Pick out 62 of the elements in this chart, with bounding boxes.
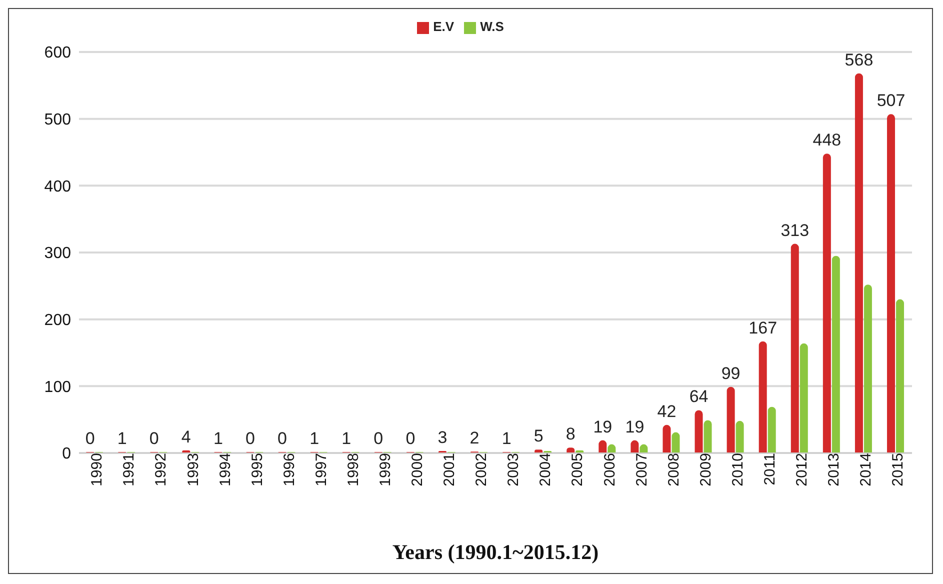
x-tick-label: 2010	[729, 453, 746, 486]
data-label: 19	[625, 417, 644, 436]
data-label: 4	[181, 427, 191, 446]
x-tick-label: 2015	[890, 453, 907, 486]
x-tick-label: 1998	[344, 453, 362, 486]
x-tick-label: 1993	[184, 453, 202, 486]
data-label: 1	[117, 429, 127, 448]
data-label: 167	[748, 318, 778, 338]
data-label: 3	[438, 428, 448, 447]
data-label: 2	[470, 428, 480, 448]
legend-label: W.S	[480, 19, 504, 34]
y-tick-label: 100	[44, 378, 72, 396]
y-tick-label: 200	[44, 312, 72, 330]
data-label: 1	[502, 429, 512, 448]
x-tick-label: 1991	[120, 453, 138, 486]
data-label: 8	[566, 424, 576, 444]
y-tick-label: 0	[62, 446, 72, 463]
x-tick-label: 2008	[665, 453, 682, 486]
x-tick-label: 1995	[248, 453, 266, 486]
x-tick-label: 2001	[441, 453, 458, 486]
y-tick-label: 400	[44, 178, 72, 196]
legend-label: E.V	[433, 19, 454, 34]
y-tick-label: 500	[44, 112, 72, 129]
x-axis-title: Years (1990.1~2015.12)	[392, 540, 599, 564]
data-label: 0	[406, 429, 416, 448]
x-tick-label: 2004	[537, 453, 554, 486]
data-label: 313	[780, 220, 810, 240]
data-label: 0	[85, 429, 95, 448]
data-label: 0	[246, 429, 255, 448]
x-tick-label: 2011	[761, 453, 778, 486]
y-tick-label: 300	[44, 245, 72, 262]
x-tick-label: 2012	[794, 453, 811, 486]
data-label: 448	[812, 130, 842, 150]
data-label: 5	[534, 426, 544, 446]
data-label: 42	[657, 402, 676, 421]
data-label: 0	[149, 429, 159, 448]
x-tick-label: 2013	[826, 453, 843, 486]
data-label: 1	[213, 429, 223, 448]
x-tick-label: 2006	[601, 453, 618, 486]
data-label: 568	[844, 50, 874, 70]
data-label: 0	[278, 429, 288, 448]
x-tick-label: 2007	[633, 453, 650, 486]
x-tick-label: 2000	[409, 453, 426, 486]
data-label: 1	[310, 429, 320, 448]
data-label: 19	[593, 417, 612, 436]
x-tick-label: 2003	[505, 453, 522, 486]
x-tick-label: 1997	[312, 453, 330, 486]
data-label: 0	[374, 429, 384, 448]
x-tick-label: 1996	[280, 453, 298, 486]
x-tick-label: 2014	[858, 453, 875, 486]
x-tick-label: 2009	[697, 453, 714, 486]
x-tick-label: 2005	[569, 453, 586, 486]
x-tick-label: 2002	[473, 453, 490, 486]
data-label: 1	[342, 429, 352, 448]
x-tick-label: 1994	[216, 453, 234, 486]
data-label: 64	[689, 387, 708, 406]
y-tick-label: 600	[44, 44, 72, 62]
data-label: 99	[721, 364, 740, 383]
x-tick-label: 1999	[377, 453, 394, 486]
data-label: 507	[876, 91, 906, 110]
x-tick-label: 1992	[152, 453, 170, 486]
x-tick-label: 1990	[88, 453, 106, 486]
